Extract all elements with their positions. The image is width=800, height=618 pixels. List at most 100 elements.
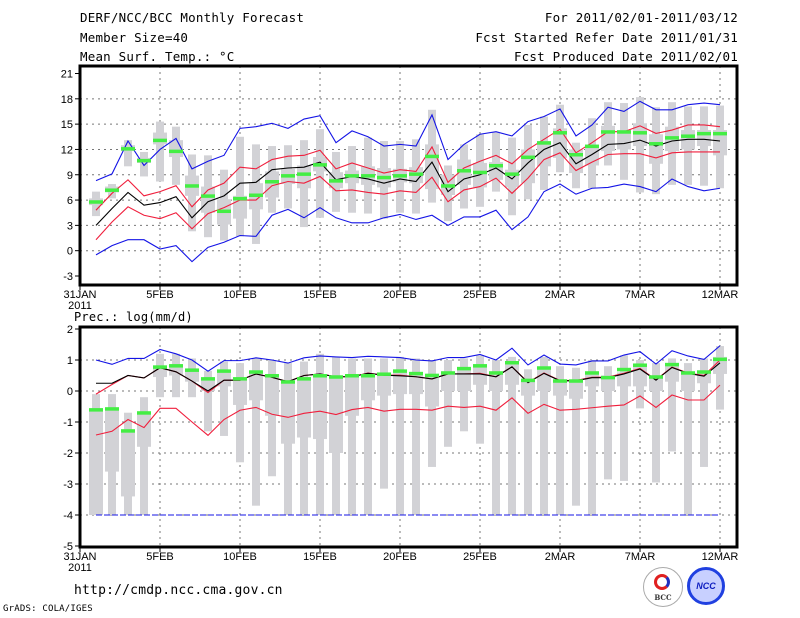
green-marker <box>537 141 551 145</box>
green-marker <box>393 174 407 178</box>
ensemble-quartile-box <box>441 372 455 391</box>
green-marker <box>617 367 631 372</box>
green-marker <box>617 130 631 134</box>
green-marker <box>409 172 423 176</box>
ensemble-quartile-box <box>521 378 535 396</box>
y-tick-label: 18 <box>61 94 73 106</box>
ensemble-quartile-box <box>89 409 103 515</box>
green-marker <box>393 369 407 373</box>
ensemble-quartile-box <box>713 130 727 156</box>
green-marker <box>713 131 727 136</box>
ensemble-quartile-box <box>633 123 647 147</box>
bcc-logo: BCC <box>643 567 683 607</box>
ensemble-range-bar <box>460 358 468 432</box>
y-tick-label: -3 <box>63 479 73 491</box>
ensemble-quartile-box <box>553 380 567 396</box>
series-blue-max <box>95 100 721 182</box>
green-marker <box>489 163 503 168</box>
green-marker <box>313 374 327 378</box>
y-tick-label: 21 <box>61 69 73 81</box>
green-marker <box>361 174 375 178</box>
green-marker <box>457 169 471 173</box>
ensemble-quartile-box <box>649 375 663 391</box>
green-marker <box>153 138 167 143</box>
green-marker <box>633 131 647 135</box>
green-marker <box>473 170 487 175</box>
green-marker <box>553 131 567 135</box>
source-url[interactable]: http://cmdp.ncc.cma.gov.cn <box>74 583 283 598</box>
x-tick-label: 2MAR <box>545 551 576 563</box>
x-year-label: 2011 <box>68 562 92 574</box>
grads-credit: GrADS: COLA/IGES <box>3 604 93 614</box>
ensemble-range-bar <box>716 346 724 410</box>
green-marker <box>137 411 151 415</box>
ensemble-quartile-box <box>297 377 311 438</box>
x-tick-label: 10FEB <box>223 551 257 563</box>
ensemble-quartile-box <box>281 381 295 444</box>
ensemble-range-bar <box>700 358 708 467</box>
ensemble-quartile-box <box>697 372 711 384</box>
green-marker <box>121 147 135 151</box>
ensemble-quartile-box <box>169 364 183 376</box>
ensemble-range-bar <box>380 358 388 489</box>
ensemble-quartile-box <box>601 375 615 391</box>
member-size: Member Size=40 <box>80 30 189 45</box>
green-marker <box>521 155 535 160</box>
series-blue-max <box>95 345 721 372</box>
green-marker <box>409 371 423 376</box>
ensemble-range-bar <box>652 363 660 483</box>
green-marker <box>457 366 471 371</box>
green-marker <box>249 193 263 197</box>
ensemble-quartile-box <box>265 171 279 198</box>
ncc-logo: NCC <box>687 567 725 605</box>
start-date: Fcst Started Refer Date 2011/01/31 <box>475 30 738 45</box>
green-marker <box>553 379 567 383</box>
green-marker <box>425 373 439 378</box>
produced-date: Fcst Produced Date 2011/02/01 <box>513 49 738 64</box>
ensemble-quartile-box <box>425 373 439 407</box>
ensemble-range-bar <box>588 360 596 515</box>
green-marker <box>505 360 519 365</box>
ensemble-range-bar <box>204 370 212 432</box>
green-marker <box>313 163 327 167</box>
ensemble-quartile-box <box>105 409 119 472</box>
ensemble-quartile-box <box>377 373 391 396</box>
x-year-label: 2011 <box>68 300 92 312</box>
chart-panel-1: -5 -4 -3 -2 -1 0 1 2 31JAN 5FEB 10FEB 15FEB 20FEB 25F… <box>63 324 739 574</box>
y-tick-label: -3 <box>63 271 73 283</box>
green-marker <box>521 378 535 383</box>
plot-frame <box>78 325 739 549</box>
y-tick-label: 15 <box>61 119 73 131</box>
ensemble-quartile-box <box>489 372 503 391</box>
green-marker <box>249 370 263 374</box>
green-marker <box>441 371 455 375</box>
green-marker <box>601 375 615 380</box>
ensemble-quartile-box <box>265 375 279 416</box>
green-marker <box>345 374 359 378</box>
ensemble-quartile-box <box>537 141 551 167</box>
ensemble-quartile-box <box>617 372 631 387</box>
green-marker <box>297 377 311 381</box>
x-tick-label: 15FEB <box>303 289 337 301</box>
y-tick-label: 3 <box>67 220 73 232</box>
series-black-mean <box>95 138 721 226</box>
y-tick-label: -2 <box>63 448 73 460</box>
ensemble-quartile-box <box>569 380 583 399</box>
ensemble-quartile-box <box>361 373 375 401</box>
ensemble-quartile-box <box>153 132 167 145</box>
green-marker <box>153 365 167 369</box>
y-tick-label: 6 <box>67 195 73 207</box>
green-marker <box>569 153 583 157</box>
ensemble-range-bar <box>156 121 164 182</box>
green-marker <box>633 363 647 367</box>
green-marker <box>361 374 375 378</box>
green-marker <box>281 380 295 384</box>
precip-label: Prec.: log(mm/d) <box>74 310 193 324</box>
green-marker <box>121 429 135 433</box>
y-tick-label: 9 <box>67 170 73 182</box>
y-tick-label: 0 <box>67 246 73 258</box>
green-marker <box>89 408 103 412</box>
x-tick-label: 5FEB <box>146 289 174 301</box>
ensemble-range-bar <box>252 358 260 506</box>
